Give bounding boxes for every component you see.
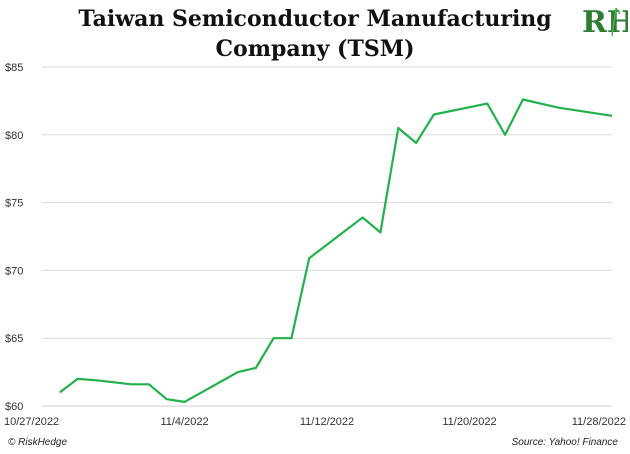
x-tick-label: 11/12/2022 <box>300 416 354 428</box>
source-note: Source: Yahoo! Finance <box>511 437 618 448</box>
x-tick-label: 11/4/2022 <box>160 416 208 428</box>
tsm-price-line <box>59 98 613 403</box>
y-tick-label: $75 <box>5 198 23 210</box>
y-tick-label: $65 <box>5 333 23 345</box>
x-tick-label: 11/20/2022 <box>442 416 496 428</box>
x-tick-label: 10/27/2022 <box>4 416 59 428</box>
chart-title: Taiwan Semiconductor Manufacturing Compa… <box>0 4 630 64</box>
chart-title-line-1: Taiwan Semiconductor Manufacturing <box>78 6 552 32</box>
y-tick-label: $80 <box>5 130 23 142</box>
y-tick-label: $60 <box>5 401 23 413</box>
copyright-note: © RiskHedge <box>8 437 68 448</box>
y-tick-label: $85 <box>5 62 23 74</box>
riskhedge-logo: RH <box>578 2 630 42</box>
svg-text:RH: RH <box>582 5 628 40</box>
x-tick-label: 11/28/2022 <box>572 416 626 428</box>
y-tick-label: $70 <box>5 265 23 277</box>
chart-title-line-2: Company (TSM) <box>215 36 415 62</box>
